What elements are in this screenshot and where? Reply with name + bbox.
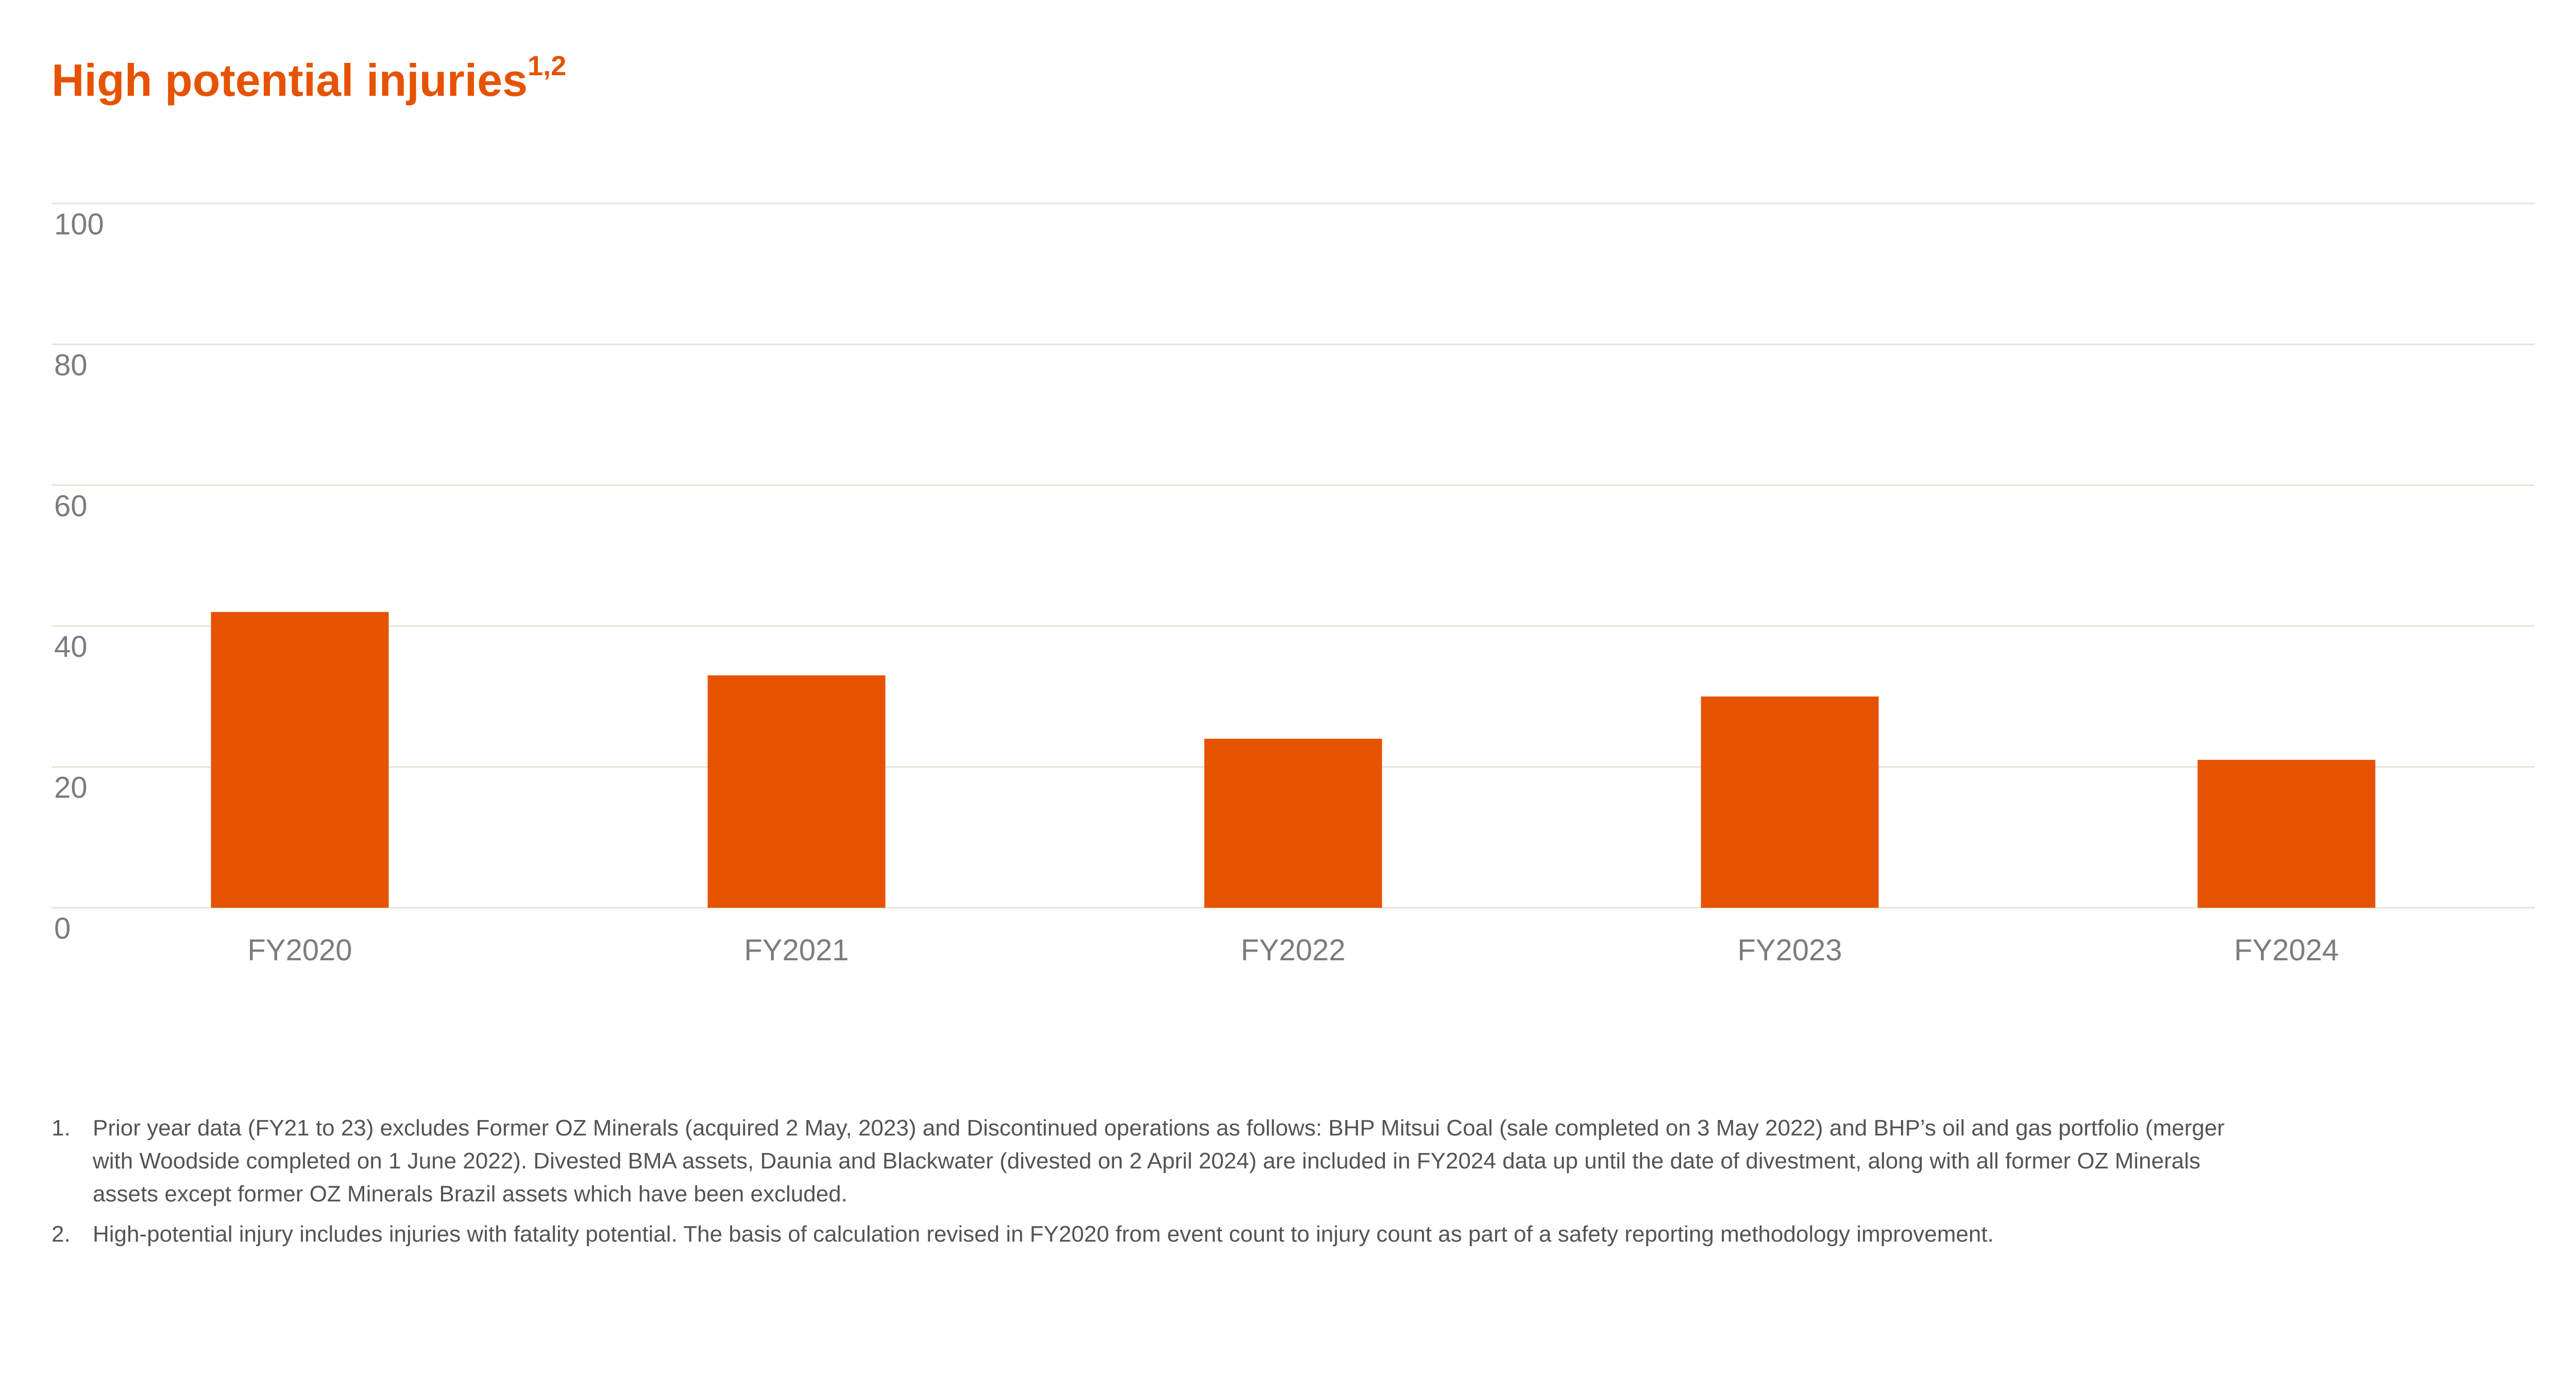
footnote-1-text: Prior year data (FY21 to 23) excludes Fo… [93, 1115, 2225, 1207]
x-tick-label: FY2021 [744, 934, 849, 967]
footnotes: 1. Prior year data (FY21 to 23) excludes… [52, 1112, 2267, 1258]
x-tick-label: FY2024 [2234, 934, 2338, 967]
y-tick-label: 60 [54, 489, 88, 523]
bar-FY2021 [707, 675, 886, 908]
footnote-2: 2. High-potential injury includes injuri… [52, 1218, 2267, 1251]
footnote-2-number: 2. [52, 1222, 71, 1247]
x-axis-tick-labels: FY2020 FY2021 FY2022 FY2023 FY2024 [247, 934, 2338, 967]
y-tick-label: 100 [54, 208, 104, 241]
footnote-2-text: High-potential injury includes injuries … [93, 1222, 1994, 1247]
footnote-1-number: 1. [52, 1115, 71, 1141]
y-tick-label: 80 [54, 348, 88, 382]
bars [211, 612, 2376, 908]
y-tick-label: 0 [54, 912, 71, 945]
x-tick-label: FY2023 [1737, 934, 1842, 967]
x-tick-label: FY2022 [1241, 934, 1345, 967]
chart-title-text: High potential injuries [52, 55, 528, 106]
bar-FY2024 [2197, 759, 2376, 908]
bar-FY2023 [1701, 696, 1879, 908]
x-tick-label: FY2020 [247, 934, 352, 967]
title-footnote-refs: 1,2 [528, 50, 567, 81]
bar-FY2020 [211, 612, 389, 908]
y-tick-label: 20 [54, 771, 88, 805]
chart-title: High potential injuries1,2 [52, 50, 566, 107]
y-tick-label: 40 [54, 630, 88, 664]
bar-FY2022 [1204, 738, 1382, 908]
y-axis-tick-labels: 0 20 40 60 80 100 [54, 208, 104, 945]
footnote-1: 1. Prior year data (FY21 to 23) excludes… [52, 1112, 2267, 1211]
